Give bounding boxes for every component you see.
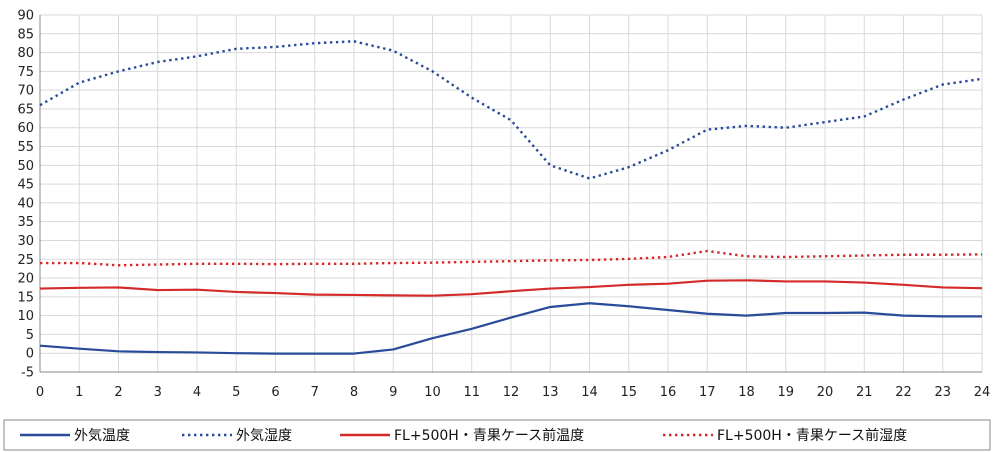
x-tick-label: 24 xyxy=(974,385,991,400)
y-tick-label: 15 xyxy=(17,290,34,305)
x-tick-label: 3 xyxy=(154,385,162,400)
y-tick-label: 5 xyxy=(26,328,34,343)
legend-label-0: 外気温度 xyxy=(74,428,130,444)
x-tick-label: 1 xyxy=(75,385,83,400)
x-tick-label: 2 xyxy=(114,385,122,400)
y-tick-label: 65 xyxy=(17,102,34,117)
legend-label-2: FL+500H・青果ケース前温度 xyxy=(394,427,584,444)
y-axis-ticks: -5 0 5 10 15 20 25 30 35 40 45 50 55 60 65 70 75 80 85 90 xyxy=(17,9,34,381)
x-tick-label: 22 xyxy=(895,385,912,400)
series-line-3 xyxy=(40,249,983,267)
x-tick-label: 11 xyxy=(463,385,480,400)
y-tick-label: 80 xyxy=(17,46,34,61)
y-tick-label: 40 xyxy=(17,196,34,211)
y-tick-label: 0 xyxy=(26,347,34,362)
y-tick-label: 60 xyxy=(17,121,34,136)
series-lines xyxy=(39,40,983,355)
x-tick-label: 12 xyxy=(503,385,520,400)
axes xyxy=(39,15,982,373)
y-tick-label: 75 xyxy=(17,65,34,80)
x-tick-label: 0 xyxy=(36,385,44,400)
y-tick-label: 25 xyxy=(17,253,34,268)
legend-label-1: 外気湿度 xyxy=(236,428,292,444)
x-tick-label: 15 xyxy=(620,385,637,400)
x-tick-label: 9 xyxy=(389,385,397,400)
y-tick-label: 85 xyxy=(17,27,34,42)
legend-box xyxy=(3,419,991,451)
x-tick-label: 16 xyxy=(660,385,677,400)
y-tick-label: 20 xyxy=(17,272,34,287)
series-line-0 xyxy=(39,302,982,355)
x-tick-label: 10 xyxy=(424,385,441,400)
x-tick-label: 17 xyxy=(699,385,716,400)
grid xyxy=(39,14,983,373)
y-tick-label: 50 xyxy=(17,159,34,174)
x-tick-label: 20 xyxy=(817,385,834,400)
y-tick-label: 10 xyxy=(17,309,34,324)
x-axis-ticks: 0 1 2 3 4 5 6 7 8 9 10 11 12 13 14 15 16 17 18 19 20 21 22 23 24 xyxy=(36,385,990,400)
x-tick-label: 18 xyxy=(738,385,755,400)
y-tick-label: -5 xyxy=(21,366,34,381)
x-tick-label: 4 xyxy=(193,385,201,400)
x-tick-label: 23 xyxy=(934,385,951,400)
legend: 外気温度 外気湿度 FL+500H・青果ケース前温度 FL+500H・青果ケース前湿度 xyxy=(3,419,991,451)
x-tick-label: 6 xyxy=(271,385,279,400)
x-tick-label: 14 xyxy=(581,385,598,400)
legend-label-3: FL+500H・青果ケース前湿度 xyxy=(717,427,907,444)
x-tick-label: 13 xyxy=(542,385,559,400)
y-tick-label: 45 xyxy=(17,178,34,193)
x-tick-label: 8 xyxy=(350,385,358,400)
x-tick-label: 5 xyxy=(232,385,240,400)
x-tick-label: 7 xyxy=(311,385,319,400)
y-tick-label: 30 xyxy=(17,234,34,249)
y-tick-label: 35 xyxy=(17,215,34,230)
y-tick-label: 90 xyxy=(17,9,34,24)
x-tick-label: 19 xyxy=(777,385,794,400)
series-line-2 xyxy=(39,279,983,297)
y-tick-label: 55 xyxy=(17,140,34,155)
y-tick-label: 70 xyxy=(17,84,34,99)
x-tick-label: 21 xyxy=(856,385,873,400)
